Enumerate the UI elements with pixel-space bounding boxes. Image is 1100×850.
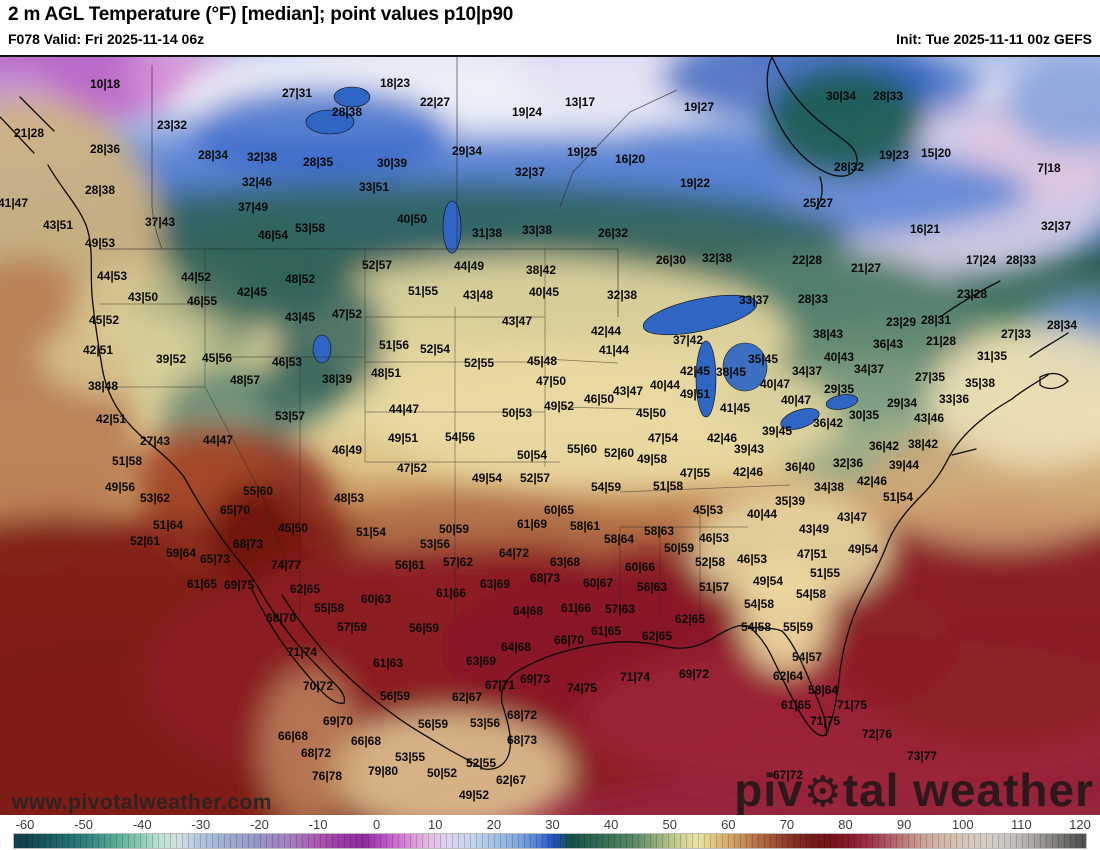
colorbar-tick-label: -10 [308, 817, 328, 832]
coastlines [0, 57, 1069, 770]
header: 2 m AGL Temperature (°F) [median]; point… [0, 0, 1100, 55]
colorbar-ticks: -60 -50 -40 -30 -20 -10 0 10 20 30 40 50 60 70 80 90 100… [0, 817, 1100, 833]
colorbar-tick-label: 30 [545, 817, 560, 832]
brand-suffix: tal weather [842, 764, 1094, 816]
colorbar-tick-label: 10 [428, 817, 443, 832]
valid-time-label: F078 Valid: Fri 2025-11-14 06z [8, 31, 205, 47]
map-canvas [0, 57, 1100, 815]
page-title: 2 m AGL Temperature (°F) [median]; point… [8, 4, 514, 25]
temperature-map [0, 55, 1100, 815]
colorbar-tick-label: 20 [486, 817, 502, 832]
colorbar-tick-label: 100 [951, 817, 974, 832]
political-borders [100, 57, 678, 317]
brand-prefix: piv [734, 764, 804, 816]
watermark-brand: piv⚙tal weather [734, 763, 1094, 817]
colorbar-tick-label: 120 [1069, 817, 1091, 832]
colorbar-tick-label: 40 [603, 817, 619, 832]
gear-icon: ⚙ [803, 768, 843, 815]
colorbar: -60 -50 -40 -30 -20 -10 0 10 20 30 40 50 60 70 80 90 100… [0, 815, 1100, 850]
colorbar-tick-label: -30 [191, 817, 211, 832]
colorbar-tick-label: 50 [662, 817, 677, 832]
colorbar-tick-label: 110 [1010, 817, 1032, 832]
colorbar-tick-label: 0 [373, 817, 381, 832]
state-borders [100, 249, 791, 617]
colorbar-tick-label: -20 [250, 817, 269, 832]
colorbar-gradient [13, 833, 1087, 849]
lakes [305, 86, 859, 430]
watermark-url: www.pivotalweather.com [12, 791, 272, 814]
colorbar-tick-label: -50 [74, 817, 94, 832]
init-time-label: Init: Tue 2025-11-11 00z GEFS [896, 31, 1092, 47]
colorbar-tick-label: 60 [721, 817, 736, 832]
colorbar-tick-label: -40 [132, 817, 152, 832]
colorbar-tick-label: 90 [896, 817, 912, 832]
colorbar-tick-label: 70 [779, 817, 795, 832]
colorbar-tick-label: 80 [838, 817, 853, 832]
colorbar-tick-label: -60 [15, 817, 35, 832]
temperature-field-blobs [0, 57, 1100, 815]
